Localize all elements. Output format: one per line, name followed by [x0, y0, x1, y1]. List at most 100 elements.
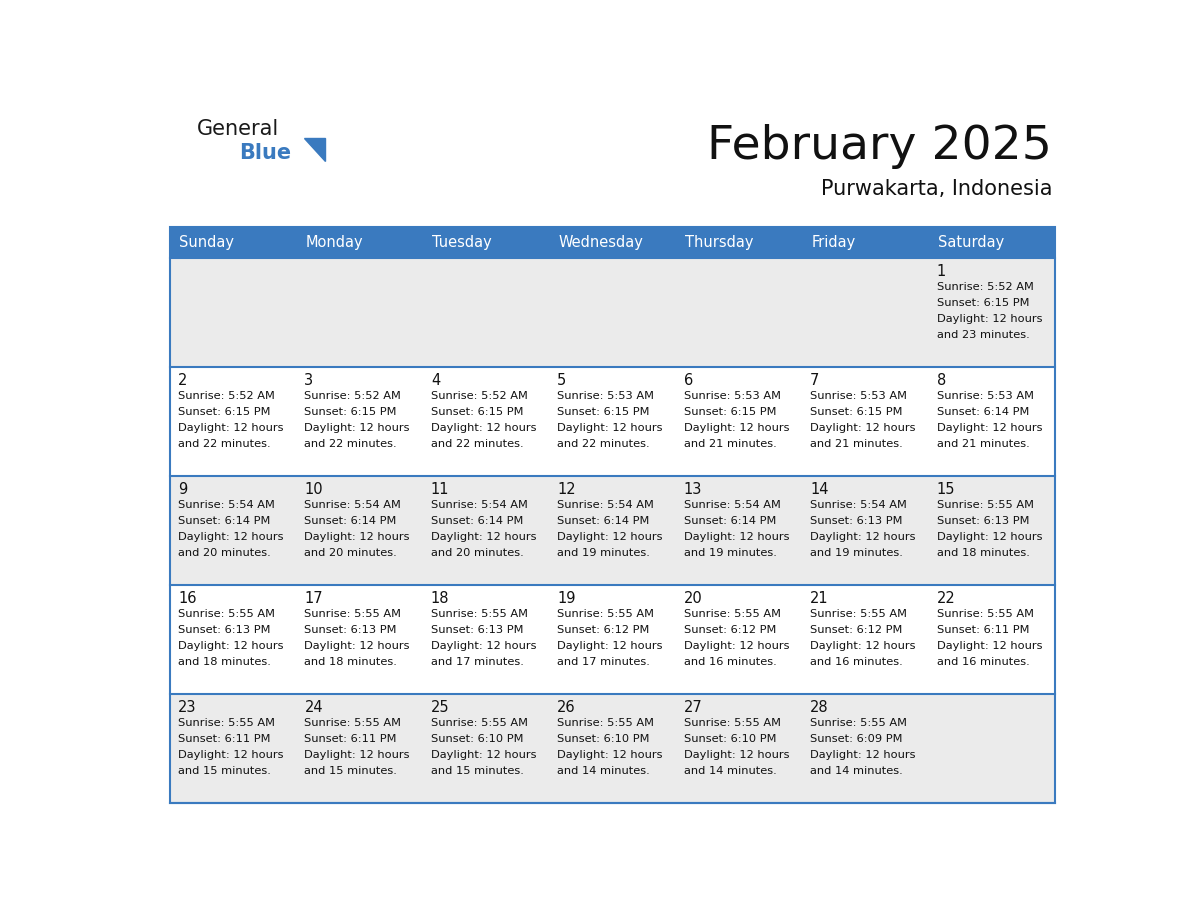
- Text: Sunrise: 5:55 AM: Sunrise: 5:55 AM: [936, 500, 1034, 510]
- Text: Sunrise: 5:55 AM: Sunrise: 5:55 AM: [304, 719, 402, 728]
- Text: and 20 minutes.: and 20 minutes.: [178, 548, 271, 557]
- Text: and 16 minutes.: and 16 minutes.: [683, 656, 777, 666]
- Text: and 15 minutes.: and 15 minutes.: [178, 766, 271, 776]
- Text: Sunrise: 5:55 AM: Sunrise: 5:55 AM: [683, 610, 781, 620]
- Text: 1: 1: [936, 264, 946, 279]
- Text: and 17 minutes.: and 17 minutes.: [431, 656, 524, 666]
- Text: and 16 minutes.: and 16 minutes.: [810, 656, 903, 666]
- Text: Sunset: 6:13 PM: Sunset: 6:13 PM: [936, 516, 1029, 526]
- Text: 24: 24: [304, 700, 323, 715]
- Text: Sunrise: 5:53 AM: Sunrise: 5:53 AM: [936, 391, 1034, 401]
- Bar: [676, 258, 802, 367]
- Text: 8: 8: [936, 374, 946, 388]
- Text: Sunset: 6:13 PM: Sunset: 6:13 PM: [304, 625, 397, 635]
- Text: Daylight: 12 hours: Daylight: 12 hours: [683, 641, 789, 651]
- Text: 11: 11: [431, 482, 449, 498]
- Bar: [802, 694, 929, 803]
- Text: Sunrise: 5:52 AM: Sunrise: 5:52 AM: [178, 391, 274, 401]
- Bar: [550, 585, 676, 694]
- Text: Sunrise: 5:53 AM: Sunrise: 5:53 AM: [810, 391, 908, 401]
- Text: Daylight: 12 hours: Daylight: 12 hours: [304, 641, 410, 651]
- Text: Sunset: 6:15 PM: Sunset: 6:15 PM: [683, 407, 776, 417]
- Bar: [802, 367, 929, 476]
- Text: and 18 minutes.: and 18 minutes.: [178, 656, 271, 666]
- Text: 26: 26: [557, 700, 576, 715]
- Text: Sunset: 6:10 PM: Sunset: 6:10 PM: [557, 734, 650, 744]
- Text: Daylight: 12 hours: Daylight: 12 hours: [936, 641, 1042, 651]
- Text: Sunrise: 5:54 AM: Sunrise: 5:54 AM: [431, 500, 527, 510]
- Text: Saturday: Saturday: [939, 235, 1004, 250]
- Text: February 2025: February 2025: [707, 124, 1053, 169]
- Text: and 22 minutes.: and 22 minutes.: [431, 439, 524, 449]
- Bar: [929, 258, 1055, 367]
- Text: 14: 14: [810, 482, 828, 498]
- Bar: [297, 694, 423, 803]
- Text: and 14 minutes.: and 14 minutes.: [810, 766, 903, 776]
- Text: Blue: Blue: [239, 142, 291, 162]
- Bar: [297, 476, 423, 585]
- Bar: [550, 476, 676, 585]
- Text: 28: 28: [810, 700, 829, 715]
- Text: Sunrise: 5:52 AM: Sunrise: 5:52 AM: [936, 282, 1034, 292]
- Text: Daylight: 12 hours: Daylight: 12 hours: [431, 423, 536, 433]
- Text: 23: 23: [178, 700, 196, 715]
- Text: Daylight: 12 hours: Daylight: 12 hours: [683, 750, 789, 760]
- Text: and 15 minutes.: and 15 minutes.: [304, 766, 397, 776]
- Text: and 19 minutes.: and 19 minutes.: [557, 548, 650, 557]
- Text: Daylight: 12 hours: Daylight: 12 hours: [304, 423, 410, 433]
- Text: 15: 15: [936, 482, 955, 498]
- Bar: [170, 258, 297, 367]
- Text: 25: 25: [431, 700, 449, 715]
- Text: Sunrise: 5:55 AM: Sunrise: 5:55 AM: [810, 719, 908, 728]
- Text: Sunset: 6:12 PM: Sunset: 6:12 PM: [810, 625, 903, 635]
- Text: and 16 minutes.: and 16 minutes.: [936, 656, 1029, 666]
- Text: and 18 minutes.: and 18 minutes.: [304, 656, 397, 666]
- Bar: [676, 694, 802, 803]
- Text: Sunday: Sunday: [179, 235, 234, 250]
- Bar: [423, 694, 550, 803]
- Text: Daylight: 12 hours: Daylight: 12 hours: [431, 750, 536, 760]
- Text: Sunset: 6:15 PM: Sunset: 6:15 PM: [431, 407, 524, 417]
- Text: 22: 22: [936, 591, 955, 606]
- Text: Daylight: 12 hours: Daylight: 12 hours: [810, 423, 916, 433]
- Text: Daylight: 12 hours: Daylight: 12 hours: [304, 532, 410, 542]
- Bar: [170, 585, 297, 694]
- Text: Sunset: 6:09 PM: Sunset: 6:09 PM: [810, 734, 903, 744]
- Bar: [297, 585, 423, 694]
- Text: and 22 minutes.: and 22 minutes.: [178, 439, 271, 449]
- Text: Daylight: 12 hours: Daylight: 12 hours: [810, 641, 916, 651]
- Text: Daylight: 12 hours: Daylight: 12 hours: [936, 423, 1042, 433]
- Text: Sunrise: 5:55 AM: Sunrise: 5:55 AM: [557, 719, 655, 728]
- Text: Sunset: 6:15 PM: Sunset: 6:15 PM: [304, 407, 397, 417]
- Text: Sunrise: 5:55 AM: Sunrise: 5:55 AM: [178, 610, 274, 620]
- Text: Daylight: 12 hours: Daylight: 12 hours: [683, 423, 789, 433]
- Text: 6: 6: [683, 374, 693, 388]
- Bar: [550, 227, 676, 258]
- Text: Sunset: 6:14 PM: Sunset: 6:14 PM: [304, 516, 397, 526]
- Text: Sunset: 6:14 PM: Sunset: 6:14 PM: [178, 516, 271, 526]
- Text: Daylight: 12 hours: Daylight: 12 hours: [178, 641, 284, 651]
- Bar: [676, 227, 802, 258]
- Text: and 15 minutes.: and 15 minutes.: [431, 766, 524, 776]
- Text: Friday: Friday: [811, 235, 855, 250]
- Text: Daylight: 12 hours: Daylight: 12 hours: [431, 641, 536, 651]
- Text: Sunrise: 5:52 AM: Sunrise: 5:52 AM: [431, 391, 527, 401]
- Text: 2: 2: [178, 374, 188, 388]
- Bar: [550, 367, 676, 476]
- Text: 20: 20: [683, 591, 702, 606]
- Text: Sunset: 6:15 PM: Sunset: 6:15 PM: [557, 407, 650, 417]
- Text: Sunset: 6:13 PM: Sunset: 6:13 PM: [178, 625, 271, 635]
- Text: Daylight: 12 hours: Daylight: 12 hours: [683, 532, 789, 542]
- Text: Sunset: 6:11 PM: Sunset: 6:11 PM: [178, 734, 271, 744]
- Text: and 20 minutes.: and 20 minutes.: [304, 548, 397, 557]
- Bar: [676, 367, 802, 476]
- Text: Sunrise: 5:53 AM: Sunrise: 5:53 AM: [683, 391, 781, 401]
- Text: 17: 17: [304, 591, 323, 606]
- Bar: [297, 258, 423, 367]
- Bar: [929, 476, 1055, 585]
- Bar: [423, 258, 550, 367]
- Text: Sunrise: 5:54 AM: Sunrise: 5:54 AM: [683, 500, 781, 510]
- Text: 4: 4: [431, 374, 440, 388]
- Bar: [423, 585, 550, 694]
- Text: 12: 12: [557, 482, 576, 498]
